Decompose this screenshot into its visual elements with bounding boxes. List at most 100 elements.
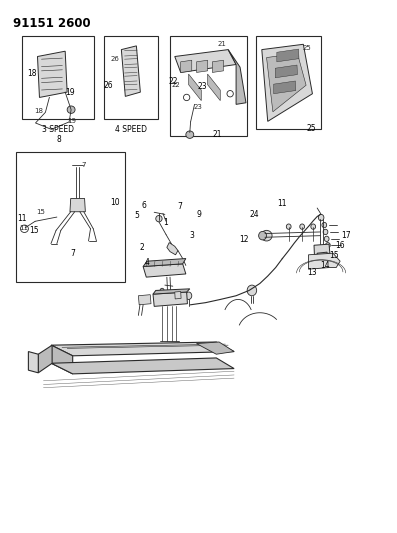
Bar	[170, 36, 247, 136]
Polygon shape	[70, 198, 85, 212]
Text: 19: 19	[65, 87, 75, 96]
Polygon shape	[153, 292, 187, 306]
Text: 6: 6	[141, 201, 146, 211]
Ellipse shape	[258, 231, 266, 240]
Polygon shape	[51, 345, 73, 374]
Polygon shape	[139, 295, 151, 305]
Polygon shape	[262, 44, 312, 122]
Polygon shape	[175, 50, 236, 72]
Polygon shape	[266, 53, 306, 112]
Ellipse shape	[326, 243, 330, 248]
Text: 11: 11	[18, 214, 27, 223]
Text: 7: 7	[177, 203, 182, 212]
Polygon shape	[212, 60, 224, 72]
Polygon shape	[51, 358, 234, 374]
Polygon shape	[143, 264, 186, 277]
Bar	[23, 36, 94, 119]
Ellipse shape	[191, 344, 198, 350]
Ellipse shape	[128, 346, 135, 352]
Polygon shape	[228, 50, 246, 104]
Text: 4: 4	[145, 258, 150, 266]
Polygon shape	[275, 65, 297, 78]
Polygon shape	[189, 74, 201, 101]
Text: 15: 15	[36, 209, 45, 215]
Ellipse shape	[286, 224, 291, 229]
Ellipse shape	[324, 236, 329, 241]
Polygon shape	[308, 253, 340, 269]
Text: 23: 23	[194, 104, 202, 110]
Text: 13: 13	[308, 269, 317, 277]
Text: 23: 23	[198, 82, 207, 91]
Ellipse shape	[323, 229, 328, 235]
Polygon shape	[277, 49, 299, 62]
Ellipse shape	[144, 296, 148, 301]
Ellipse shape	[300, 224, 304, 229]
Ellipse shape	[156, 215, 162, 222]
Text: 7: 7	[70, 249, 75, 258]
Polygon shape	[51, 342, 234, 356]
Ellipse shape	[67, 106, 75, 114]
Text: 21: 21	[218, 41, 226, 47]
Polygon shape	[181, 60, 192, 72]
Text: 19: 19	[67, 118, 76, 124]
Ellipse shape	[160, 288, 164, 293]
Ellipse shape	[322, 222, 327, 228]
Text: 25: 25	[306, 124, 316, 133]
Text: 21: 21	[213, 130, 222, 139]
Ellipse shape	[311, 224, 316, 229]
Text: 14: 14	[320, 261, 330, 270]
Ellipse shape	[59, 349, 65, 354]
Text: 8: 8	[57, 135, 62, 144]
Text: 26: 26	[110, 56, 119, 62]
Ellipse shape	[186, 131, 194, 139]
Polygon shape	[167, 243, 178, 255]
Ellipse shape	[141, 296, 144, 301]
Text: 12: 12	[240, 236, 249, 245]
Text: 3: 3	[189, 231, 194, 240]
Polygon shape	[317, 252, 328, 268]
Text: 91151 2600: 91151 2600	[13, 17, 90, 30]
Polygon shape	[208, 74, 220, 101]
Text: 15: 15	[29, 226, 39, 235]
Ellipse shape	[318, 214, 324, 221]
Ellipse shape	[155, 290, 161, 296]
Text: 25: 25	[302, 45, 311, 51]
Polygon shape	[197, 342, 234, 354]
Bar	[256, 36, 321, 130]
Ellipse shape	[247, 285, 256, 296]
Text: 17: 17	[341, 231, 351, 240]
Text: 7: 7	[81, 162, 86, 168]
Bar	[16, 152, 125, 282]
Polygon shape	[29, 352, 38, 373]
Polygon shape	[175, 292, 181, 299]
Ellipse shape	[227, 91, 233, 97]
Polygon shape	[38, 345, 52, 373]
Polygon shape	[314, 244, 330, 255]
Text: 11: 11	[19, 225, 28, 231]
Ellipse shape	[183, 94, 190, 101]
Text: 22: 22	[168, 77, 177, 86]
Bar	[104, 36, 158, 119]
Text: 26: 26	[104, 81, 113, 90]
Text: 3 SPEED: 3 SPEED	[42, 125, 74, 134]
Text: 2: 2	[140, 243, 145, 252]
Text: 24: 24	[249, 210, 259, 219]
Polygon shape	[37, 51, 67, 98]
Text: 16: 16	[335, 241, 345, 250]
Text: 10: 10	[111, 198, 120, 207]
Text: 4 SPEED: 4 SPEED	[115, 125, 147, 134]
Ellipse shape	[21, 225, 29, 232]
Ellipse shape	[261, 230, 272, 241]
Polygon shape	[153, 289, 190, 294]
Text: 22: 22	[172, 82, 181, 88]
Text: 1: 1	[164, 219, 168, 228]
Polygon shape	[143, 259, 186, 266]
Text: 18: 18	[35, 108, 44, 114]
Polygon shape	[197, 60, 208, 72]
Ellipse shape	[203, 344, 210, 349]
Ellipse shape	[185, 292, 192, 300]
Text: 11: 11	[277, 199, 286, 208]
Text: 15: 15	[329, 252, 339, 260]
Text: 5: 5	[135, 212, 140, 221]
Polygon shape	[121, 46, 141, 96]
